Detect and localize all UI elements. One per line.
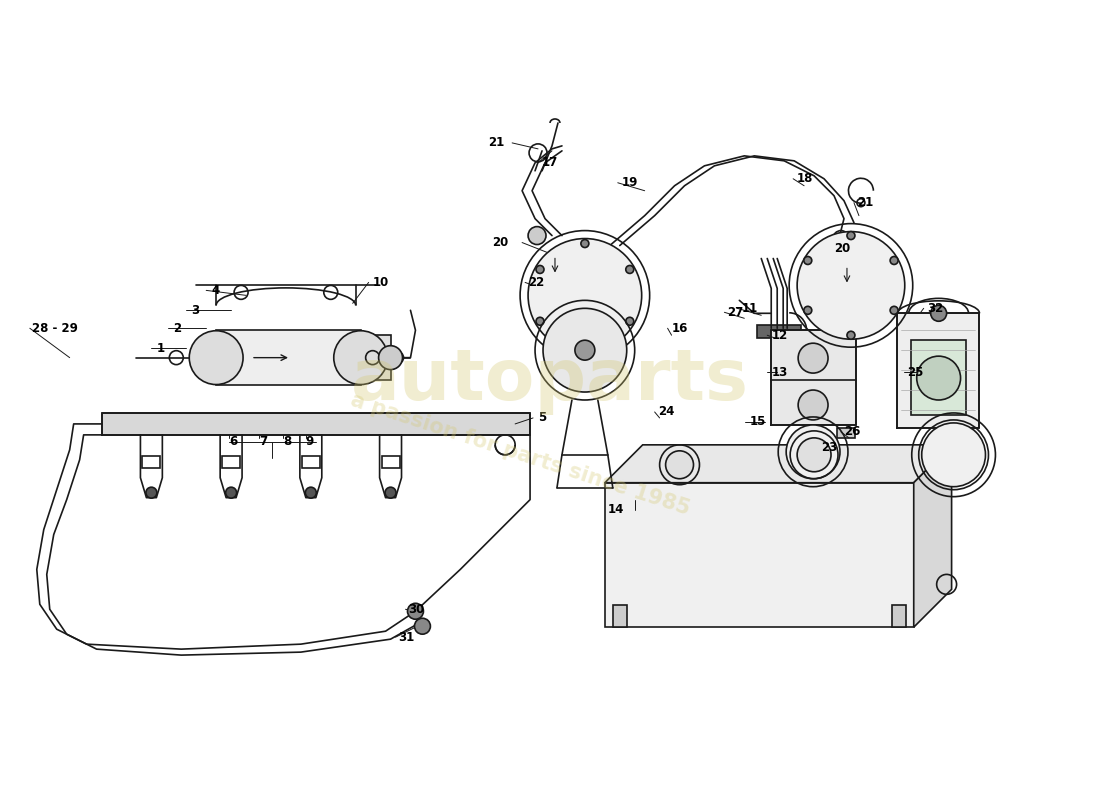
Bar (771, 330, 856, 425)
Circle shape (626, 266, 634, 274)
Text: 7: 7 (258, 435, 267, 448)
Text: 25: 25 (906, 366, 923, 378)
Bar (301, 456, 320, 468)
Text: 32: 32 (926, 302, 943, 315)
Circle shape (804, 306, 812, 314)
Text: 17: 17 (542, 156, 559, 170)
Circle shape (847, 331, 855, 339)
Circle shape (575, 340, 595, 360)
Text: 9: 9 (306, 435, 315, 448)
Circle shape (799, 390, 828, 420)
Circle shape (804, 257, 812, 265)
Text: 24: 24 (658, 406, 674, 418)
Bar (892, 606, 905, 627)
Text: 4: 4 (211, 284, 219, 297)
Text: 26: 26 (844, 426, 860, 438)
Bar (217, 330, 361, 385)
Text: 21: 21 (488, 136, 505, 150)
Bar (142, 456, 161, 468)
Circle shape (306, 487, 317, 498)
Text: 14: 14 (608, 503, 624, 516)
Circle shape (916, 356, 960, 400)
Circle shape (226, 487, 236, 498)
Bar (355, 335, 390, 380)
Text: 31: 31 (398, 630, 415, 644)
Text: 6: 6 (229, 435, 238, 448)
Text: 20: 20 (492, 236, 508, 249)
Text: 21: 21 (857, 196, 873, 209)
Polygon shape (605, 482, 914, 627)
Bar (757, 326, 801, 338)
Circle shape (666, 451, 693, 478)
Circle shape (333, 330, 387, 385)
Bar (837, 428, 855, 438)
Circle shape (536, 318, 544, 326)
Circle shape (415, 618, 430, 634)
Circle shape (528, 226, 546, 245)
Bar (761, 460, 779, 494)
Circle shape (626, 318, 634, 326)
Text: 27: 27 (727, 306, 744, 319)
Text: 5: 5 (538, 411, 547, 425)
Text: a passion for parts since 1985: a passion for parts since 1985 (348, 390, 692, 519)
Bar (101, 413, 530, 435)
Circle shape (798, 438, 830, 472)
Circle shape (890, 306, 898, 314)
Circle shape (890, 257, 898, 265)
Text: 8: 8 (283, 435, 292, 448)
Bar (382, 456, 399, 468)
Circle shape (847, 231, 855, 239)
Text: 23: 23 (821, 442, 837, 454)
Circle shape (543, 308, 627, 392)
Circle shape (407, 603, 424, 619)
Polygon shape (605, 445, 952, 482)
Bar (761, 460, 779, 494)
Polygon shape (914, 445, 952, 627)
Text: 16: 16 (672, 322, 688, 334)
Circle shape (581, 239, 589, 247)
Circle shape (799, 343, 828, 373)
Text: 1: 1 (156, 342, 165, 354)
Text: 10: 10 (373, 276, 389, 289)
Bar (911, 340, 966, 415)
Text: 19: 19 (621, 176, 638, 190)
Text: 11: 11 (741, 302, 758, 315)
Bar (222, 456, 240, 468)
Circle shape (786, 425, 840, 478)
Text: 15: 15 (749, 415, 766, 429)
Circle shape (189, 330, 243, 385)
Circle shape (931, 306, 947, 322)
Text: 28 - 29: 28 - 29 (32, 322, 78, 334)
Text: 3: 3 (191, 304, 199, 317)
Text: 12: 12 (771, 329, 788, 342)
Circle shape (536, 266, 544, 274)
Text: autoparts: autoparts (351, 346, 749, 414)
Circle shape (922, 423, 986, 486)
Text: 2: 2 (174, 322, 182, 334)
Circle shape (378, 346, 403, 370)
Bar (613, 606, 627, 627)
Bar (896, 314, 979, 428)
Text: 22: 22 (528, 276, 544, 289)
Circle shape (146, 487, 157, 498)
Text: 30: 30 (408, 602, 425, 616)
Circle shape (581, 343, 589, 351)
Circle shape (385, 487, 396, 498)
Text: 20: 20 (834, 242, 850, 255)
Circle shape (798, 231, 905, 339)
Text: 18: 18 (798, 172, 814, 186)
Circle shape (528, 238, 641, 352)
Text: 13: 13 (771, 366, 788, 378)
